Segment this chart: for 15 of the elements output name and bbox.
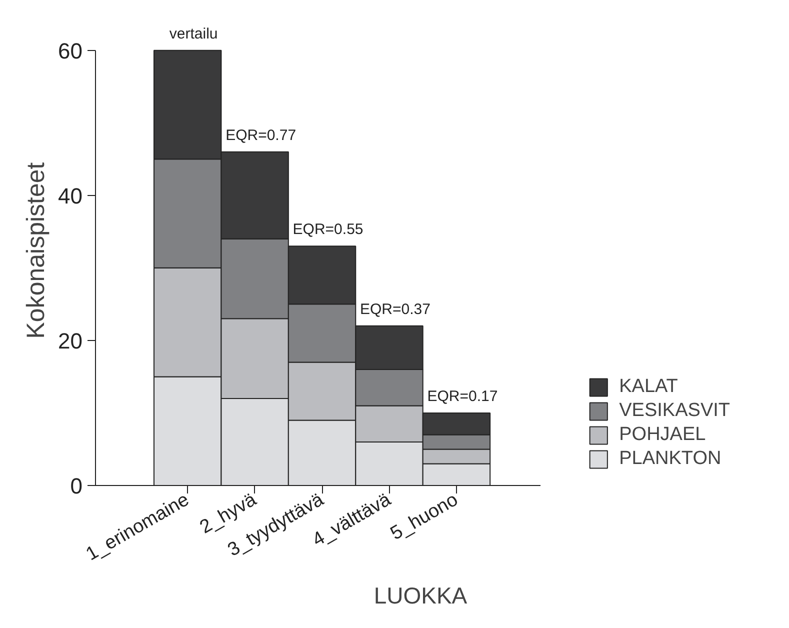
y-tick-label: 40 [58,183,83,208]
legend-label: KALAT [619,376,678,398]
y-axis-title: Kokonaispisteet [22,162,50,339]
y-tick-label: 60 [58,38,83,64]
annotation: EQR=0.55 [292,221,364,238]
annotation: EQR=0.77 [226,126,296,144]
annotation: EQR=0.17 [427,388,498,405]
x-axis-title: LUOKKA [374,582,468,608]
legend-label: PLANKTON [619,448,722,470]
legend-label: POHJAEL [619,424,706,446]
y-tick-label: 0 [70,474,83,498]
y-tick-label: 20 [58,328,83,354]
legend-label: VESIKASVIT [619,400,730,422]
annotation: EQR=0.37 [360,300,430,318]
annotation: vertailu [169,25,218,42]
